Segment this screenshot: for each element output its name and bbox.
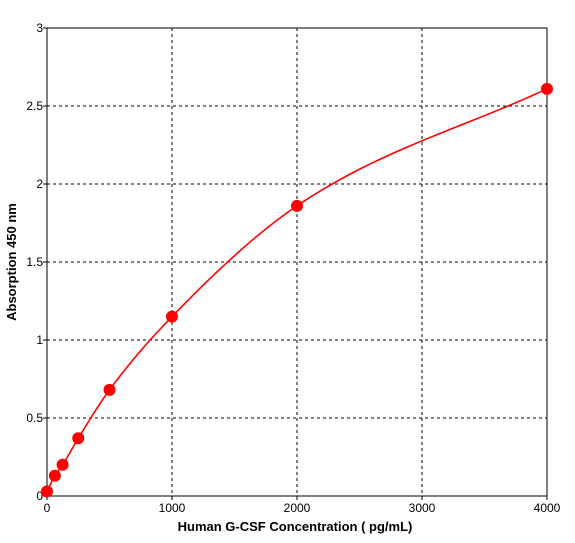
y-tick-label: 2 <box>36 177 43 191</box>
data-points <box>41 82 553 498</box>
x-tick-labels: 0 1000 2000 3000 4000 <box>44 501 561 515</box>
y-tick-label: 0.5 <box>26 411 43 425</box>
y-tick-label: 2.5 <box>26 99 43 113</box>
x-tick-label: 4000 <box>534 501 561 515</box>
x-tick-label: 1000 <box>159 501 186 515</box>
data-point <box>48 469 61 482</box>
data-point <box>56 458 69 471</box>
y-tick-label: 1 <box>36 333 43 347</box>
data-point <box>541 82 553 95</box>
data-point <box>41 485 53 498</box>
y-tick-labels: 0 0.5 1 1.5 2 2.5 3 <box>26 21 43 503</box>
y-axis-title: Absorption 450 nm <box>4 203 19 321</box>
data-point <box>291 199 303 212</box>
y-tick-label: 1.5 <box>26 255 43 269</box>
data-point <box>166 310 178 323</box>
y-tick-label: 0 <box>36 489 43 503</box>
x-tick-label: 0 <box>44 501 51 515</box>
x-tick-label: 3000 <box>409 501 436 515</box>
x-axis-title: Human G-CSF Concentration ( pg/mL) <box>178 519 413 534</box>
grid <box>47 28 547 496</box>
data-point <box>103 383 116 396</box>
x-tick-label: 2000 <box>284 501 311 515</box>
data-point <box>72 432 85 445</box>
axis-ticks <box>43 27 548 500</box>
y-tick-label: 3 <box>36 21 43 35</box>
